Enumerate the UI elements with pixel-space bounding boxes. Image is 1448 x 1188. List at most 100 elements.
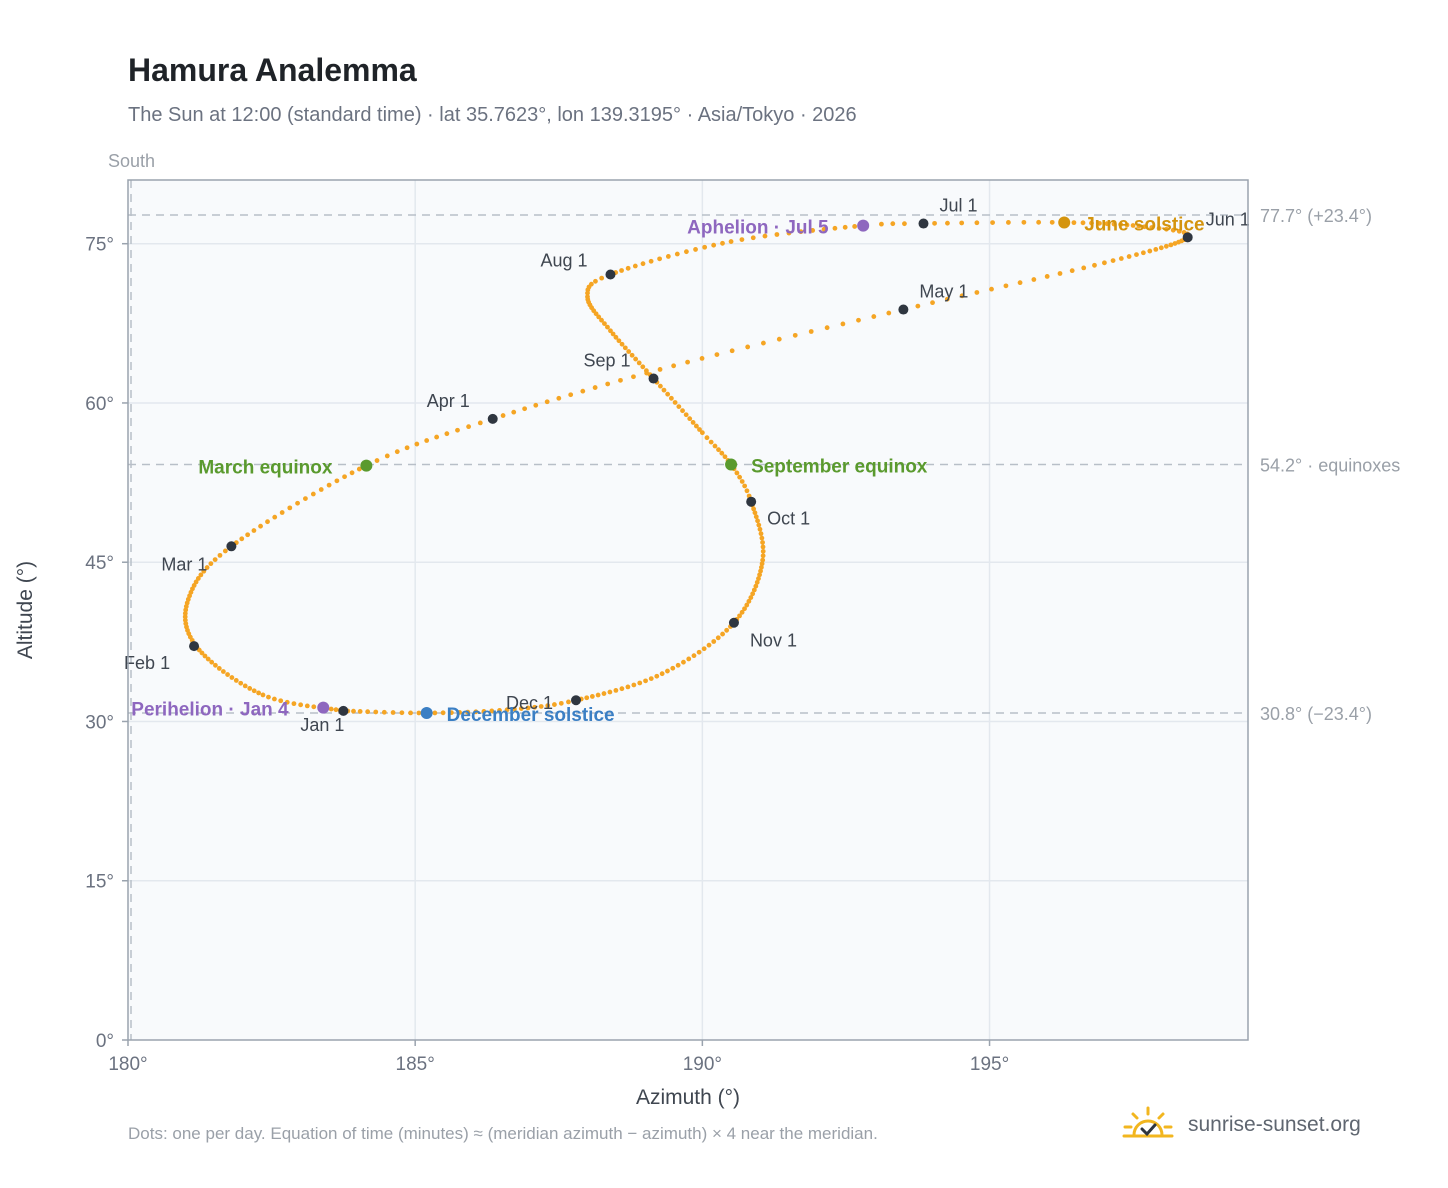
daily-dot — [326, 482, 332, 488]
daily-dot — [633, 356, 639, 362]
daily-dot — [489, 708, 495, 714]
daily-dot — [504, 707, 510, 713]
daily-dot — [213, 662, 218, 668]
reference-line-label: 77.7° (+23.4°) — [1260, 206, 1372, 226]
daily-dot — [195, 576, 201, 581]
daily-dot — [1118, 256, 1124, 261]
daily-dot — [408, 710, 413, 716]
daily-dot — [272, 696, 277, 702]
daily-dot — [665, 254, 671, 259]
month-marker-label: Mar 1 — [161, 554, 207, 574]
plot-frame — [127, 179, 1249, 1041]
daily-dot — [602, 321, 607, 326]
daily-dot — [1069, 268, 1075, 274]
chart-subtitle: The Sun at 12:00 (standard time) · lat 3… — [128, 104, 857, 126]
daily-dot — [399, 710, 405, 716]
daily-dot — [616, 338, 622, 344]
month-marker-dot — [226, 541, 237, 552]
daily-dot — [220, 669, 226, 674]
daily-dot — [1102, 260, 1107, 266]
daily-dot — [702, 244, 708, 250]
chart-title: Hamura Analemma — [128, 52, 417, 88]
daily-dot — [182, 614, 188, 620]
daily-dot — [238, 680, 244, 686]
daily-dot — [1081, 265, 1087, 271]
daily-dot — [1057, 271, 1063, 276]
daily-dot — [481, 708, 487, 714]
daily-dot — [1170, 227, 1176, 233]
daily-dot — [742, 606, 747, 612]
daily-dot — [599, 317, 604, 323]
daily-dot — [444, 431, 450, 437]
daily-dot — [643, 678, 648, 684]
daily-dot — [605, 324, 610, 330]
daily-dot — [205, 656, 211, 662]
daily-dot — [945, 220, 950, 226]
daily-dot — [1140, 250, 1146, 256]
daily-dot — [201, 568, 207, 574]
daily-dot — [989, 286, 994, 292]
daily-dot — [643, 368, 649, 374]
daily-dot — [610, 331, 616, 337]
daily-dot — [357, 709, 363, 714]
daily-dot — [990, 220, 995, 226]
brand[interactable]: sunrise-sunset.org — [1120, 1104, 1361, 1146]
daily-dot — [760, 548, 766, 554]
event-marker-dot — [317, 701, 330, 714]
month-marker-label: May 1 — [919, 282, 968, 302]
daily-dot — [637, 680, 643, 686]
daily-dot — [365, 709, 371, 715]
daily-dot — [1071, 220, 1077, 226]
reference-line-label: 30.8° (−23.4°) — [1260, 704, 1372, 724]
daily-dot — [608, 328, 613, 334]
daily-dot — [1031, 277, 1037, 282]
daily-dot — [734, 470, 740, 476]
daily-dot — [522, 406, 528, 412]
daily-dot — [687, 416, 693, 422]
daily-dot — [693, 247, 698, 252]
daily-dot — [545, 703, 551, 708]
daily-dot — [720, 240, 725, 246]
daily-dot — [209, 659, 215, 665]
daily-dot — [719, 450, 725, 456]
daily-dot — [757, 526, 763, 532]
daily-dot — [1136, 223, 1142, 229]
daily-dot — [298, 702, 304, 708]
daily-dot — [291, 701, 297, 707]
daily-dot — [856, 317, 861, 323]
daily-dot — [760, 557, 766, 563]
daily-dot — [786, 230, 792, 236]
daily-dot — [434, 434, 440, 440]
y-tick-label: 15° — [85, 872, 114, 893]
event-marker-label: June solstice — [1084, 214, 1204, 235]
daily-dot — [675, 662, 681, 668]
daily-dot — [640, 364, 646, 370]
daily-dot — [737, 613, 742, 619]
daily-dot — [724, 627, 730, 633]
daily-dot — [239, 536, 245, 542]
daily-dot — [711, 242, 717, 248]
daily-dot — [774, 232, 780, 237]
daily-dot — [465, 709, 471, 715]
daily-dot — [212, 557, 218, 562]
daily-dot — [229, 675, 235, 680]
daily-dot — [390, 710, 396, 715]
daily-dot — [758, 531, 764, 537]
daily-dot — [242, 683, 248, 689]
daily-dot — [708, 439, 714, 445]
daily-dot — [266, 694, 271, 700]
brand-name: sunrise-sunset.org — [1188, 1113, 1361, 1136]
daily-dot — [225, 672, 230, 677]
daily-dot — [1163, 243, 1169, 249]
daily-dot — [1118, 222, 1124, 227]
daily-dot — [416, 710, 422, 716]
daily-dot — [619, 268, 624, 273]
daily-dot — [699, 430, 705, 436]
event-marker-label: Perihelion · Jan 4 — [131, 700, 289, 721]
month-marker-dot — [1182, 232, 1193, 243]
daily-dot — [690, 420, 696, 425]
daily-dot — [284, 699, 290, 705]
daily-dot — [674, 251, 680, 257]
daily-dot — [959, 220, 965, 226]
daily-dot — [696, 649, 702, 655]
